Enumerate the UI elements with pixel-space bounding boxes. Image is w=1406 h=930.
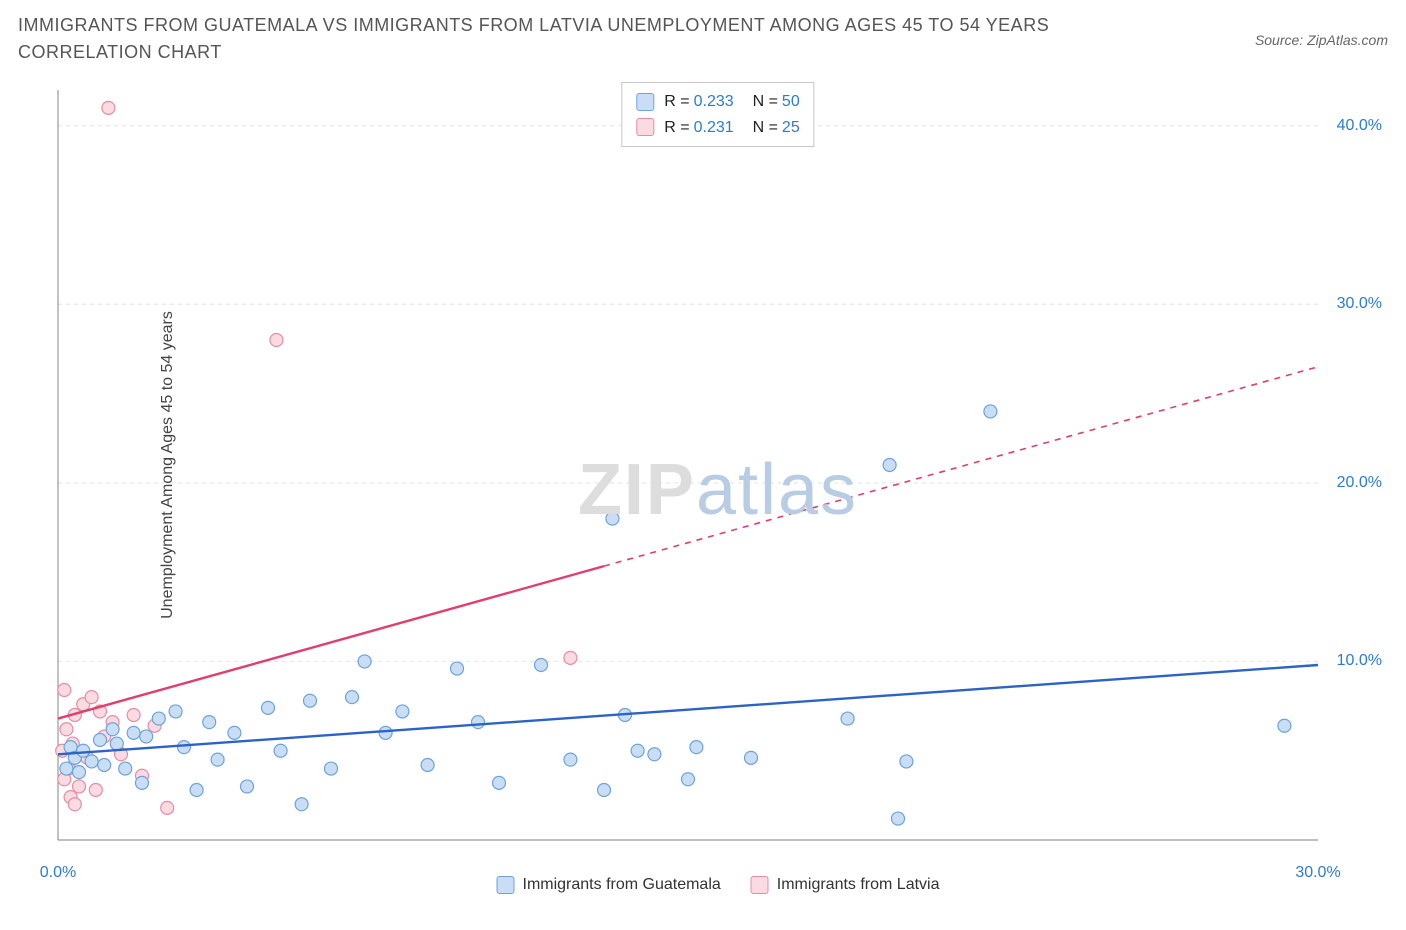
y-tick-label: 40.0% — [1337, 117, 1382, 135]
source-credit: Source: ZipAtlas.com — [1255, 12, 1388, 48]
legend-row-latvia: R =0.231 N =25 — [636, 115, 799, 141]
series-legend: Immigrants from Guatemala Immigrants fro… — [497, 876, 940, 894]
swatch-latvia — [751, 876, 769, 894]
swatch-guatemala — [497, 876, 515, 894]
plot-area: ZIPatlas 10.0%20.0%30.0%40.0% 0.0%30.0% … — [48, 80, 1388, 900]
y-tick-label: 10.0% — [1337, 652, 1382, 670]
legend-item-latvia: Immigrants from Latvia — [751, 876, 940, 894]
scatter-chart — [48, 80, 1388, 900]
y-tick-label: 30.0% — [1337, 295, 1382, 313]
swatch-latvia — [636, 118, 654, 136]
y-tick-label: 20.0% — [1337, 474, 1382, 492]
swatch-guatemala — [636, 93, 654, 111]
legend-label: Immigrants from Latvia — [777, 876, 940, 894]
chart-title: IMMIGRANTS FROM GUATEMALA VS IMMIGRANTS … — [18, 12, 1168, 66]
legend-item-guatemala: Immigrants from Guatemala — [497, 876, 721, 894]
legend-row-guatemala: R =0.233 N =50 — [636, 89, 799, 115]
legend-label: Immigrants from Guatemala — [523, 876, 721, 894]
x-tick-label: 0.0% — [40, 864, 76, 882]
correlation-legend: R =0.233 N =50 R =0.231 N =25 — [621, 82, 814, 147]
x-tick-label: 30.0% — [1295, 864, 1340, 882]
